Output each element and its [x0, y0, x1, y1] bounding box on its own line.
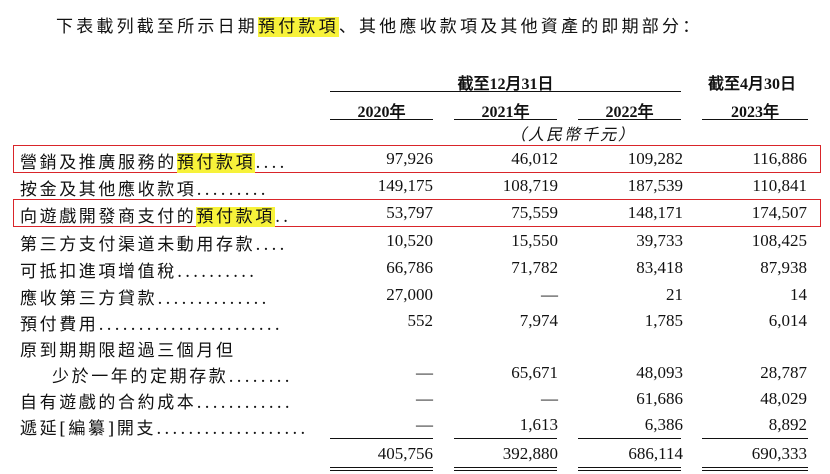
double-rule-4: [702, 467, 808, 471]
cell: 71,782: [511, 258, 558, 277]
cell: —: [416, 389, 433, 408]
unit-label: （人民幣千元）: [510, 125, 637, 144]
cell: 65,671: [511, 363, 558, 382]
table-row: 遞延[編纂]開支................... — 1,613 6,38…: [0, 414, 830, 439]
cell: 6,386: [644, 415, 683, 434]
row-label: 按金及其他應收款項.........: [20, 180, 269, 200]
total-rule-3: [578, 438, 681, 439]
table-row: 營銷及推廣服務的預付款項.... 97,926 46,012 109,282 1…: [0, 148, 830, 173]
cell: 83,418: [636, 258, 683, 277]
year-2023: 2023年: [730, 104, 779, 121]
table-row: 應收第三方貸款.............. 27,000 — 21 14: [0, 284, 830, 309]
total-cell: 405,756: [377, 444, 433, 463]
highlight-box-developer: [13, 199, 821, 227]
cell: —: [416, 415, 433, 434]
cell: 61,686: [636, 389, 683, 408]
cell: 109,282: [627, 149, 683, 168]
cell: 14: [790, 285, 807, 304]
total-cell: 690,333: [751, 444, 807, 463]
table-row: 預付費用....................... 552 7,974 1,…: [0, 310, 830, 335]
double-rule-2: [454, 467, 557, 471]
year-2021: 2021年: [481, 104, 530, 121]
year-rule-1: [330, 119, 433, 120]
cell: 108,425: [751, 231, 807, 250]
cell: 10,520: [386, 231, 433, 250]
total-rule-1: [330, 438, 433, 439]
cell: —: [541, 285, 558, 304]
cell: —: [541, 389, 558, 408]
cell: 1,613: [519, 415, 558, 434]
intro-after: 、其他應收款項及其他資產的即期部分：: [338, 17, 703, 37]
intro-highlight: 預付款項: [258, 17, 339, 37]
row-label: 向遊戲開發商支付的預付款項..: [20, 207, 291, 227]
cell: 48,093: [636, 363, 683, 382]
cell: 1,785: [644, 311, 683, 330]
total-row: 405,756 392,880 686,114 690,333: [0, 443, 830, 467]
cell: 39,733: [636, 231, 683, 250]
header-dec31: 截至12月31日: [457, 76, 554, 93]
cell: 53,797: [386, 203, 433, 222]
row-label: 原到期期限超過三個月但: [20, 341, 236, 361]
cell: 110,841: [752, 176, 807, 195]
row-label: 第三方支付渠道未動用存款....: [20, 235, 288, 255]
table-row: 按金及其他應收款項......... 149,175 108,719 187,5…: [0, 175, 830, 200]
cell: 97,926: [386, 149, 433, 168]
cell: 8,892: [768, 415, 807, 434]
double-rule-3: [578, 467, 681, 471]
header-dec31-rule: [330, 91, 681, 92]
intro-text: 下表載列截至所示日期預付款項、其他應收款項及其他資產的即期部分：: [56, 12, 702, 37]
cell: 6,014: [768, 311, 807, 330]
header-apr30: 截至4月30日: [707, 76, 796, 93]
total-rule-4: [702, 438, 808, 439]
table-row: 少於一年的定期存款........ — 65,671 48,093 28,787: [0, 362, 830, 387]
year-rule-3: [578, 119, 681, 120]
cell: —: [416, 363, 433, 382]
total-cell: 392,880: [502, 444, 558, 463]
cell: 148,171: [627, 203, 683, 222]
row-label: 遞延[編纂]開支...................: [20, 419, 309, 439]
table-row: 向遊戲開發商支付的預付款項.. 53,797 75,559 148,171 17…: [0, 202, 830, 227]
row-label: 營銷及推廣服務的預付款項....: [20, 153, 288, 173]
total-cell: 686,114: [628, 444, 683, 463]
cell: 116,886: [752, 149, 807, 168]
cell: 149,175: [377, 176, 433, 195]
cell: 28,787: [760, 363, 807, 382]
cell: 7,974: [519, 311, 558, 330]
row-label: 預付費用.......................: [20, 315, 283, 335]
cell: 21: [666, 285, 683, 304]
table-row: 第三方支付渠道未動用存款.... 10,520 15,550 39,733 10…: [0, 230, 830, 255]
table-row: 自有遊戲的合約成本............ — — 61,686 48,029: [0, 388, 830, 413]
table-row: 可抵扣進項增值稅.......... 66,786 71,782 83,418 …: [0, 257, 830, 282]
table-row: 原到期期限超過三個月但: [0, 336, 830, 361]
row-label: 可抵扣進項增值稅..........: [20, 262, 257, 282]
year-2022: 2022年: [605, 104, 654, 121]
row-label: 少於一年的定期存款........: [52, 367, 293, 387]
cell: 27,000: [386, 285, 433, 304]
year-rule-2: [454, 119, 557, 120]
cell: 75,559: [511, 203, 558, 222]
row-label: 應收第三方貸款..............: [20, 289, 270, 309]
year-rule-4: [702, 119, 808, 120]
highlight-box-marketing: [13, 145, 821, 173]
cell: 108,719: [502, 176, 558, 195]
total-rule-2: [454, 438, 557, 439]
cell: 66,786: [386, 258, 433, 277]
cell: 187,539: [627, 176, 683, 195]
row-label: 自有遊戲的合約成本............: [20, 393, 293, 413]
cell: 87,938: [760, 258, 807, 277]
cell: 15,550: [511, 231, 558, 250]
cell: 174,507: [751, 203, 807, 222]
year-2020: 2020年: [357, 104, 406, 121]
cell: 552: [407, 311, 434, 330]
cell: 48,029: [760, 389, 807, 408]
cell: 46,012: [511, 149, 558, 168]
double-rule-1: [330, 467, 433, 471]
intro-before: 下表載列截至所示日期: [56, 17, 258, 37]
